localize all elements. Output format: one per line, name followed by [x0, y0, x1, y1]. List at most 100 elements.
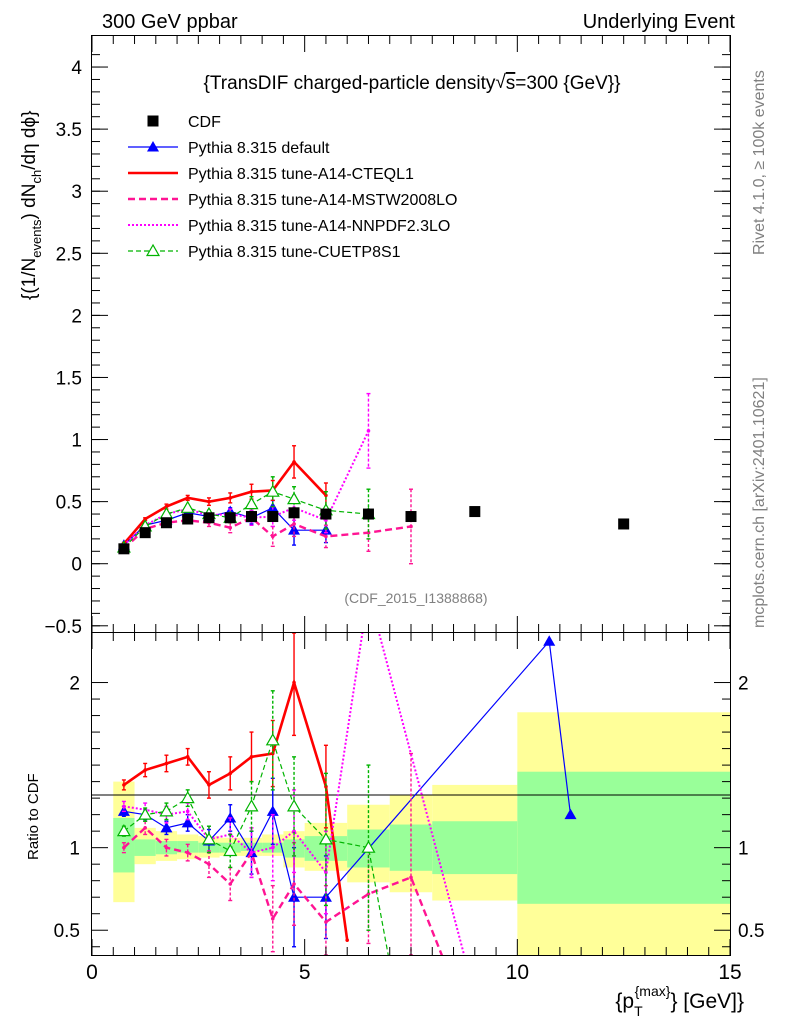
ratio-y-tick-label: 2: [69, 674, 80, 695]
data-point: [249, 850, 254, 855]
data-point: [366, 429, 371, 433]
data-point: [185, 496, 190, 500]
data-point: [266, 805, 279, 816]
x-tick-label: 10: [506, 961, 529, 984]
series-line: [122, 459, 327, 545]
cdf-point: [118, 543, 130, 555]
data-point: [286, 491, 302, 505]
data-point: [228, 496, 233, 500]
cdf-point: [203, 512, 215, 524]
data-point: [224, 811, 237, 823]
ratio-frame: [91, 632, 731, 956]
cdf-point: [139, 527, 151, 539]
main-series-pythia-8-315-tune-a14-nnpdf2-3lo: [121, 392, 371, 548]
legend-label: CDF: [188, 114, 221, 131]
data-point: [286, 799, 302, 812]
y-tick-label: 1.5: [56, 368, 82, 389]
data-point: [244, 799, 259, 812]
legend-marker: [147, 141, 159, 152]
main-x-ticks: [91, 36, 731, 632]
y-tick-label: 0.5: [56, 493, 82, 514]
mcplots-label: mcplots.cern.ch [arXiv:2401.10621]: [751, 377, 768, 628]
main-panel: −0.5 0 0.5 1 1.5 2 2.5 3 3.5 4 {TransDIF charged-…: [19, 35, 731, 638]
y-tick-label: 1: [71, 431, 82, 452]
data-point: [143, 517, 147, 521]
data-point: [409, 875, 413, 880]
ylabel-d: ch: [29, 170, 44, 184]
cdf-point: [618, 518, 630, 530]
main-series-cdf: [118, 506, 630, 555]
data-point: [270, 916, 275, 921]
ratio-y-tick-label-right: 0.5: [738, 921, 764, 942]
x-tick-label: 15: [718, 961, 741, 984]
data-point: [361, 840, 376, 853]
data-point: [292, 680, 296, 685]
y-tick-label: 3: [71, 182, 82, 203]
data-point: [270, 845, 275, 850]
main-title: {TransDIF charged-particle density√s=300…: [204, 72, 621, 94]
legend-item: Pythia 8.315 default: [128, 140, 330, 157]
y-tick-label: −0.5: [44, 617, 82, 638]
header-left: 300 GeV ppbar: [102, 11, 238, 33]
data-point: [366, 892, 371, 896]
data-point: [292, 829, 296, 833]
legend-marker: [145, 243, 161, 257]
title-main: {TransDIF charged-particle density: [204, 73, 496, 94]
data-point: [138, 807, 153, 820]
title-tail: =300 {GeV}}: [515, 73, 620, 94]
data-point: [143, 768, 147, 772]
data-point: [159, 804, 174, 817]
data-point: [292, 882, 296, 886]
data-point: [564, 808, 577, 820]
ylabel-b: events: [29, 219, 44, 258]
data-point: [366, 530, 371, 535]
ratio-series-layer: [116, 632, 577, 956]
data-point: [164, 845, 169, 850]
series-line: [123, 633, 466, 955]
analysis-watermark: (CDF_2015_I1388868): [344, 590, 487, 606]
data-point: [270, 534, 275, 539]
series-line: [123, 639, 572, 898]
ratio-y-tick-label: 1: [69, 839, 80, 860]
series-line: [123, 678, 349, 941]
data-point: [265, 484, 280, 497]
series-line: [123, 430, 370, 546]
band-inner: [389, 824, 433, 871]
y-tick-label: 4: [71, 58, 82, 79]
cdf-point: [182, 513, 194, 525]
xlabel-b: } [GeV]}: [670, 990, 744, 1013]
data-point: [185, 850, 190, 855]
data-point: [324, 920, 328, 924]
data-point: [116, 823, 131, 837]
band-inner: [134, 839, 156, 856]
data-point: [185, 809, 190, 814]
data-point: [164, 504, 169, 509]
legend-item: Pythia 8.315 tune-A14-CTEQL1: [128, 166, 414, 183]
band-inner: [517, 771, 730, 904]
data-point: [122, 783, 126, 787]
data-point: [207, 862, 211, 866]
data-point: [180, 790, 195, 804]
x-axis-label: {pT {max}} [GeV]}: [615, 983, 744, 1019]
ylabel-c: ) dN: [19, 184, 40, 220]
band-inner: [432, 821, 518, 875]
ratio-y-axis-label: Ratio to CDF: [25, 773, 42, 860]
xlabel-sub: T: [634, 1003, 643, 1019]
data-point: [409, 524, 413, 529]
y-tick-label: 2.5: [56, 244, 82, 265]
x-tick-label: 5: [299, 961, 311, 984]
rivet-version-label: Rivet 4.1.0, ≥ 100k events: [751, 70, 768, 255]
y-tick-label: 2: [71, 306, 82, 327]
data-point: [181, 816, 194, 828]
data-point: [324, 870, 328, 875]
cdf-point: [160, 517, 172, 529]
main-series-layer: [116, 392, 630, 565]
data-point: [345, 938, 350, 942]
ratio-x-ticks: 0 5 10 15: [86, 633, 742, 984]
xlabel-sup: {max}: [635, 983, 671, 999]
data-point: [223, 843, 238, 857]
ratio-y-ticks: 0.5 0.5 1 1 2 2: [54, 674, 764, 948]
title-s: s: [506, 73, 516, 94]
data-point: [201, 832, 217, 845]
cdf-point: [288, 507, 300, 519]
